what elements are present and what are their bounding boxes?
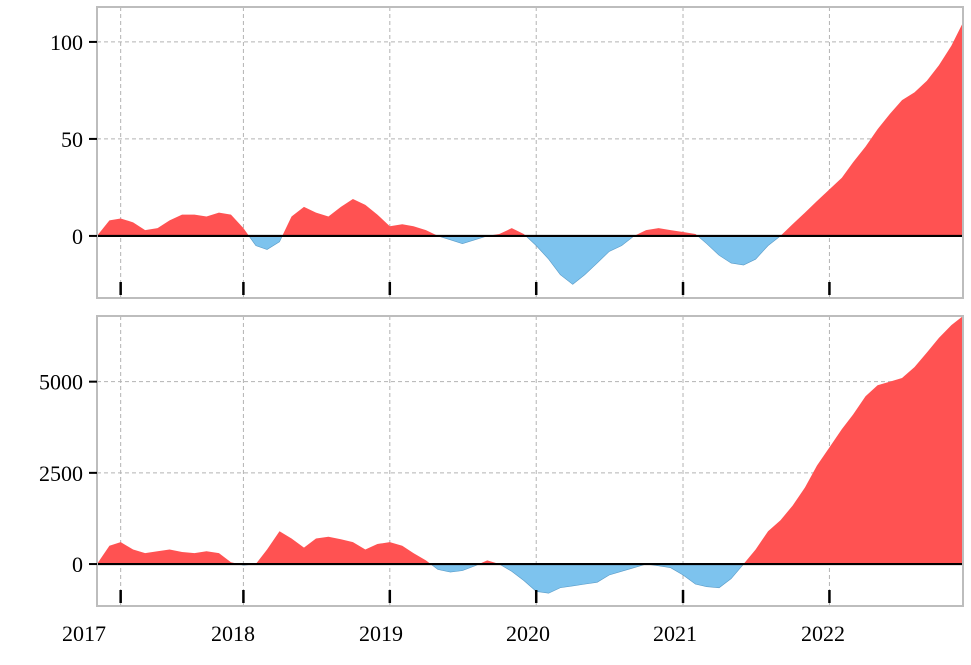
x-tick-label: 2022 bbox=[801, 621, 845, 646]
positive-area-bottom bbox=[97, 316, 963, 565]
y-tick-label: 100 bbox=[50, 30, 83, 55]
negative-area-top bbox=[97, 235, 963, 285]
x-tick-label: 2019 bbox=[359, 621, 403, 646]
y-tick-label: 0 bbox=[72, 224, 83, 249]
x-tick-label: 2017 bbox=[62, 621, 106, 646]
chart-panel-bottom: 0 2500 5000 2017 2018 2019 2020 2021 2022 bbox=[39, 315, 964, 646]
plot-frame-top bbox=[96, 6, 964, 299]
x-tick-label: 2020 bbox=[506, 621, 550, 646]
y-tick-label: 2500 bbox=[39, 461, 83, 486]
positive-area-top bbox=[97, 22, 963, 236]
x-tick-label: 2018 bbox=[211, 621, 255, 646]
y-tick-label: 50 bbox=[61, 127, 83, 152]
y-tick-label: 5000 bbox=[39, 370, 83, 395]
chart-panel-top: 0 50 100 bbox=[50, 6, 964, 299]
x-tick-label: 2021 bbox=[653, 621, 697, 646]
y-tick-label: 0 bbox=[72, 552, 83, 577]
plot-frame-bottom bbox=[96, 315, 964, 607]
negative-area-bottom bbox=[97, 563, 963, 594]
